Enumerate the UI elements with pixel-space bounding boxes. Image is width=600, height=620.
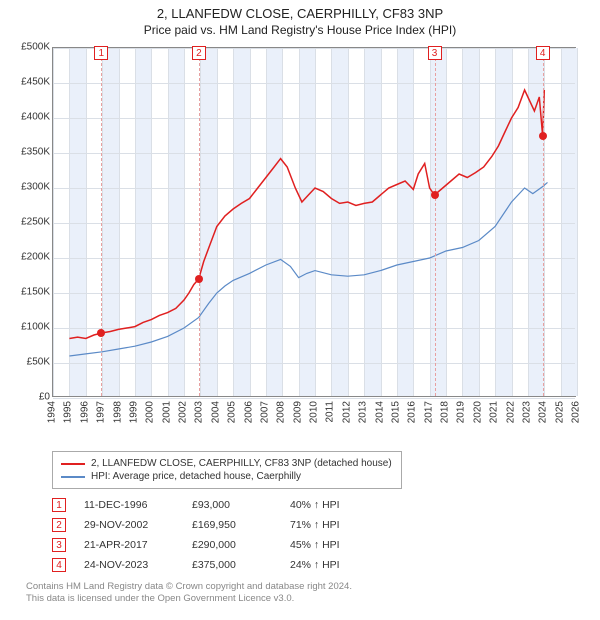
sale-marker-number: 3 [428, 46, 442, 60]
x-tick-label: 1999 [128, 401, 139, 423]
x-tick-label: 2014 [374, 401, 385, 423]
x-tick-label: 2002 [178, 401, 189, 423]
x-tick-label: 2007 [259, 401, 270, 423]
y-tick-label: £100K [12, 322, 50, 333]
x-tick-label: 2017 [423, 401, 434, 423]
chart-area: 1 2 3 4 1994 1995 1996 1997 1998 1999 2000 2001 200… [12, 43, 588, 443]
x-tick-label: 2000 [145, 401, 156, 423]
footer-line1: Contains HM Land Registry data © Crown c… [26, 581, 588, 593]
x-tick-label: 2023 [521, 401, 532, 423]
x-tick-label: 1995 [63, 401, 74, 423]
sale-price: £169,950 [192, 519, 272, 531]
x-tick-label: 2001 [161, 401, 172, 423]
x-tick-label: 2008 [276, 401, 287, 423]
sale-hpi-delta: 40% ↑ HPI [290, 499, 380, 511]
chart-subtitle: Price paid vs. HM Land Registry's House … [12, 23, 588, 37]
sale-marker-dot [431, 191, 439, 199]
legend-label-hpi: HPI: Average price, detached house, Caer… [91, 471, 301, 482]
sale-price: £375,000 [192, 559, 272, 571]
y-tick-label: £400K [12, 112, 50, 123]
x-tick-label: 2022 [505, 401, 516, 423]
x-tick-label: 2015 [390, 401, 401, 423]
x-tick-label: 2009 [292, 401, 303, 423]
sales-row: 3 21-APR-2017 £290,000 45% ↑ HPI [52, 535, 588, 555]
y-tick-label: £250K [12, 217, 50, 228]
x-tick-label: 1997 [96, 401, 107, 423]
sale-price: £290,000 [192, 539, 272, 551]
sale-marker-number: 1 [94, 46, 108, 60]
y-tick-label: £0 [12, 392, 50, 403]
x-tick-label: 2013 [358, 401, 369, 423]
sales-row: 4 24-NOV-2023 £375,000 24% ↑ HPI [52, 555, 588, 575]
chart-container: 2, LLANFEDW CLOSE, CAERPHILLY, CF83 3NP … [0, 0, 600, 620]
x-tick-label: 2019 [456, 401, 467, 423]
sale-marker-dot [97, 329, 105, 337]
sale-hpi-delta: 45% ↑ HPI [290, 539, 380, 551]
sales-table: 1 11-DEC-1996 £93,000 40% ↑ HPI 2 29-NOV-2002… [52, 495, 588, 575]
sale-number-box: 3 [52, 538, 66, 552]
x-tick-label: 2026 [571, 401, 582, 423]
x-tick-label: 2010 [309, 401, 320, 423]
y-tick-label: £350K [12, 147, 50, 158]
x-tick-label: 2005 [227, 401, 238, 423]
x-tick-label: 2012 [341, 401, 352, 423]
x-tick-label: 2016 [407, 401, 418, 423]
sale-date: 29-NOV-2002 [84, 519, 174, 531]
y-tick-label: £500K [12, 42, 50, 53]
x-tick-label: 2003 [194, 401, 205, 423]
x-tick-label: 1996 [79, 401, 90, 423]
sale-date: 21-APR-2017 [84, 539, 174, 551]
sale-marker-line [101, 48, 102, 396]
legend-item-hpi: HPI: Average price, detached house, Caer… [61, 471, 393, 482]
sale-marker-line [435, 48, 436, 396]
x-gridline [577, 48, 578, 396]
sale-date: 11-DEC-1996 [84, 499, 174, 511]
footer-line2: This data is licensed under the Open Gov… [26, 593, 588, 605]
series-line-hpi [69, 182, 547, 356]
y-tick-label: £50K [12, 357, 50, 368]
sale-marker-number: 4 [536, 46, 550, 60]
sale-number-box: 1 [52, 498, 66, 512]
sale-number-box: 2 [52, 518, 66, 532]
chart-title: 2, LLANFEDW CLOSE, CAERPHILLY, CF83 3NP [12, 6, 588, 21]
legend-item-address: 2, LLANFEDW CLOSE, CAERPHILLY, CF83 3NP … [61, 458, 393, 469]
title-block: 2, LLANFEDW CLOSE, CAERPHILLY, CF83 3NP … [12, 6, 588, 37]
y-tick-label: £300K [12, 182, 50, 193]
line-layer [53, 48, 577, 398]
y-gridline [53, 398, 575, 399]
x-tick-label: 2018 [440, 401, 451, 423]
sale-price: £93,000 [192, 499, 272, 511]
sale-hpi-delta: 24% ↑ HPI [290, 559, 380, 571]
y-tick-label: £450K [12, 77, 50, 88]
x-tick-label: 1998 [112, 401, 123, 423]
sale-marker-dot [539, 132, 547, 140]
x-tick-label: 2020 [472, 401, 483, 423]
legend-swatch-hpi [61, 476, 85, 478]
legend-box: 2, LLANFEDW CLOSE, CAERPHILLY, CF83 3NP … [52, 451, 402, 489]
plot-area: 1 2 3 4 [52, 47, 576, 397]
x-tick-label: 2021 [489, 401, 500, 423]
sale-marker-line [199, 48, 200, 396]
sales-row: 1 11-DEC-1996 £93,000 40% ↑ HPI [52, 495, 588, 515]
legend-swatch-address [61, 463, 85, 465]
y-tick-label: £150K [12, 287, 50, 298]
legend-label-address: 2, LLANFEDW CLOSE, CAERPHILLY, CF83 3NP … [91, 458, 392, 469]
series-line-address [69, 90, 544, 339]
x-tick-label: 2011 [325, 401, 336, 423]
x-tick-label: 2006 [243, 401, 254, 423]
footer-attribution: Contains HM Land Registry data © Crown c… [26, 581, 588, 606]
sale-date: 24-NOV-2023 [84, 559, 174, 571]
sale-hpi-delta: 71% ↑ HPI [290, 519, 380, 531]
sale-marker-dot [195, 275, 203, 283]
sale-marker-number: 2 [192, 46, 206, 60]
x-tick-label: 2004 [210, 401, 221, 423]
x-tick-label: 1994 [47, 401, 58, 423]
y-tick-label: £200K [12, 252, 50, 263]
sales-row: 2 29-NOV-2002 £169,950 71% ↑ HPI [52, 515, 588, 535]
x-tick-label: 2024 [538, 401, 549, 423]
x-tick-label: 2025 [554, 401, 565, 423]
sale-marker-line [543, 48, 544, 396]
sale-number-box: 4 [52, 558, 66, 572]
